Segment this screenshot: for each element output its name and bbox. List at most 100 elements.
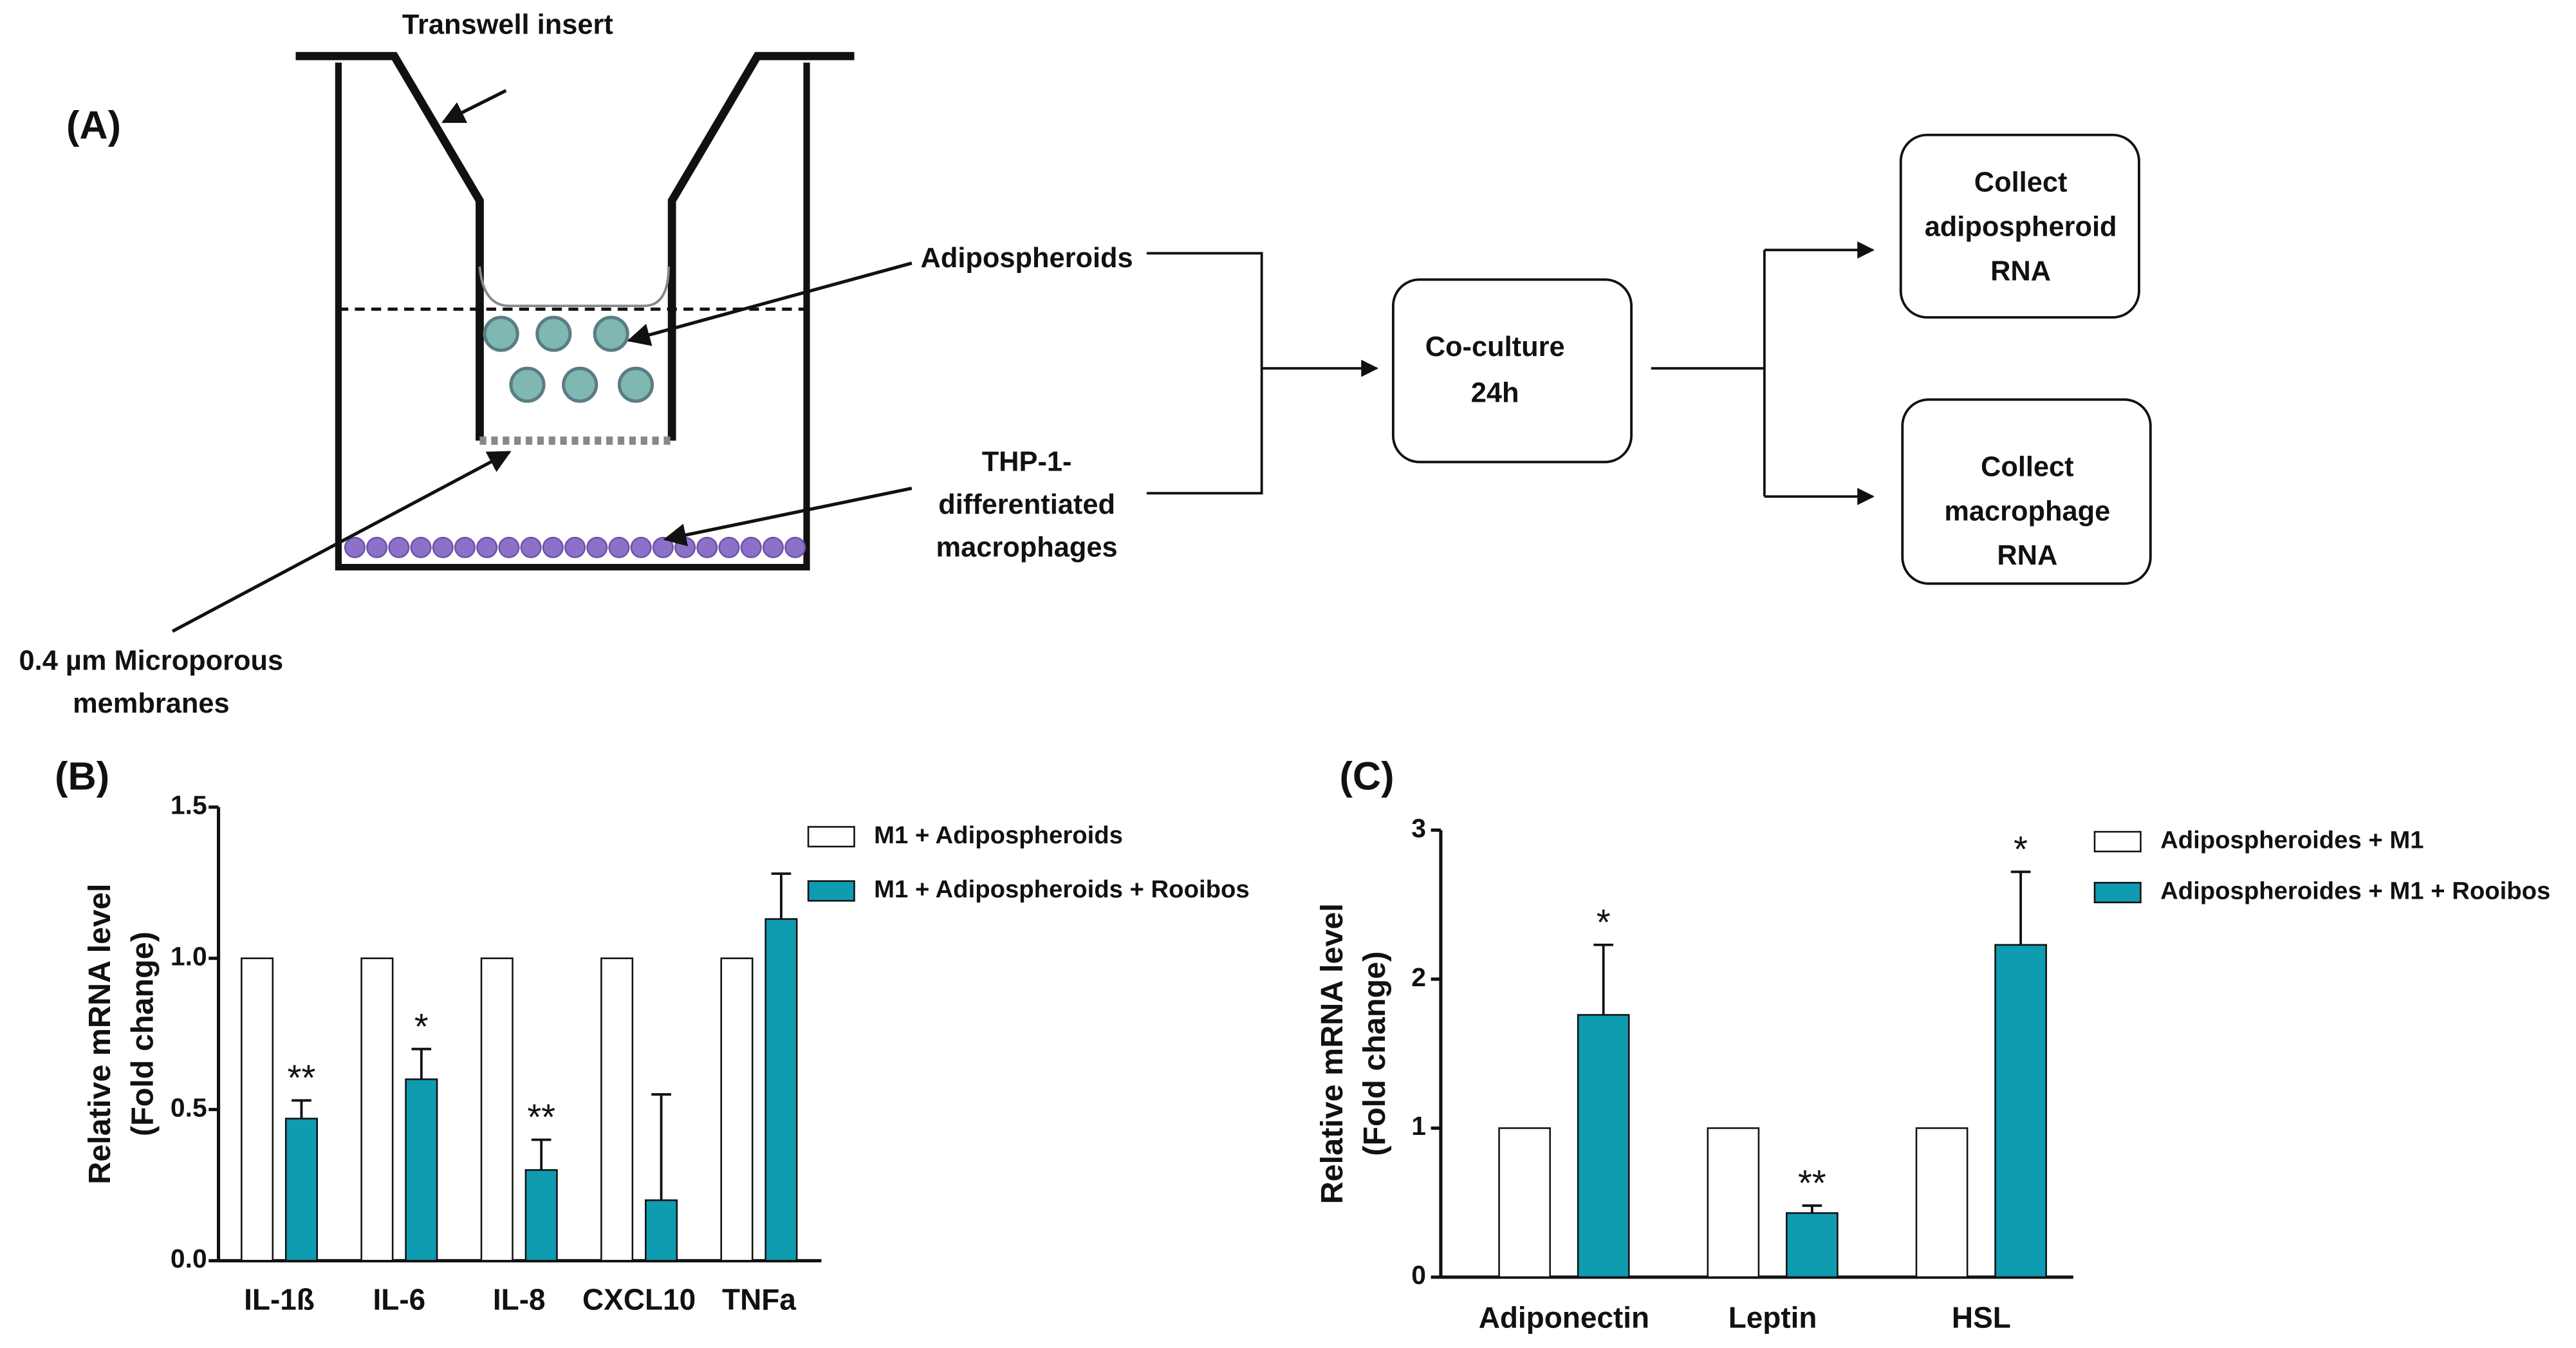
macrophage-cell bbox=[454, 536, 476, 559]
bar bbox=[1994, 944, 2047, 1278]
x-tick-label: IL-1ß bbox=[244, 1282, 315, 1316]
macrophage-cell bbox=[696, 536, 718, 559]
legend-swatch bbox=[807, 880, 855, 902]
macrophage-cell bbox=[718, 536, 740, 559]
error-bar bbox=[1593, 943, 1613, 1015]
macrophage-cell bbox=[432, 536, 454, 559]
bar bbox=[1915, 1127, 1969, 1278]
x-tick-label: IL-8 bbox=[493, 1282, 546, 1316]
x-tick-label: Leptin bbox=[1728, 1300, 1817, 1334]
y-tick-label: 1.5 bbox=[171, 791, 207, 820]
bar bbox=[524, 1169, 558, 1262]
macrophage-cell bbox=[476, 536, 498, 559]
x-tick-label: IL-6 bbox=[373, 1282, 426, 1316]
box-label: RNA bbox=[1997, 540, 2057, 571]
macrophage-cell bbox=[564, 536, 586, 559]
bar bbox=[1498, 1127, 1551, 1278]
significance: ** bbox=[288, 1058, 316, 1098]
bar bbox=[720, 957, 754, 1262]
bar bbox=[241, 957, 274, 1262]
error-bar bbox=[292, 1099, 311, 1119]
legend-label: M1 + Adipospheroids bbox=[874, 821, 1123, 849]
bar bbox=[1786, 1212, 1839, 1278]
box-label: adipospheroid bbox=[1925, 212, 2117, 243]
legend-label: M1 + Adipospheroids + Rooibos bbox=[874, 875, 1250, 903]
y-tick-label: 0.0 bbox=[171, 1244, 207, 1273]
x-tick-label: HSL bbox=[1952, 1300, 2011, 1334]
macrophage-cell bbox=[762, 536, 784, 559]
significance: ** bbox=[527, 1097, 555, 1137]
macrophage-cell bbox=[674, 536, 696, 559]
transwell-drawing bbox=[171, 51, 913, 633]
bar bbox=[764, 918, 798, 1262]
panel-label: (C) bbox=[1340, 754, 1395, 798]
box-label: 24h bbox=[1471, 377, 1519, 408]
bar bbox=[360, 957, 394, 1262]
error-bar bbox=[1802, 1204, 1822, 1213]
diagram-label: THP-1- bbox=[982, 447, 1072, 478]
bar bbox=[405, 1078, 438, 1262]
box-label: macrophage bbox=[1944, 496, 2110, 527]
x-tick-label: TNFa bbox=[722, 1282, 796, 1316]
diagram-label: Adipospheroids bbox=[921, 243, 1133, 274]
panel-label: (B) bbox=[55, 754, 109, 798]
error-bar bbox=[2010, 870, 2031, 945]
y-tick-label: 3 bbox=[1411, 813, 1426, 843]
macrophage-cell bbox=[498, 536, 520, 559]
flow-lines bbox=[1146, 133, 2152, 585]
box-label: Co-culture bbox=[1425, 332, 1565, 362]
macrophage-cell bbox=[652, 536, 674, 559]
box-label: Collect bbox=[1974, 167, 2068, 198]
y-tick-label: 2 bbox=[1411, 962, 1426, 992]
bar bbox=[480, 957, 514, 1262]
y-tick-label: 0 bbox=[1411, 1260, 1426, 1290]
x-tick-label: Adiponectin bbox=[1479, 1300, 1649, 1334]
panel-label: (A) bbox=[66, 104, 121, 147]
diagram-label: 0.4 µm Microporous bbox=[19, 646, 284, 677]
y-tick-label: 0.5 bbox=[171, 1092, 207, 1122]
x-tick-label: CXCL10 bbox=[582, 1282, 696, 1316]
bar bbox=[1577, 1014, 1630, 1278]
legend-label: Adipospheroides + M1 bbox=[2160, 827, 2423, 854]
y-axis-label: Relative mRNA level bbox=[82, 883, 117, 1184]
bar bbox=[645, 1199, 678, 1262]
macrophage-cell bbox=[542, 536, 564, 559]
macrophage-cell bbox=[366, 536, 388, 559]
bar bbox=[600, 957, 634, 1262]
macrophage-cell bbox=[784, 536, 806, 559]
diagram-label: macrophages bbox=[936, 532, 1118, 563]
y-axis-label: (Fold change) bbox=[125, 931, 160, 1136]
macrophage-cell bbox=[410, 536, 432, 559]
macrophage-cell bbox=[344, 536, 366, 559]
diagram-label: differentiated bbox=[938, 489, 1115, 520]
error-bar bbox=[651, 1093, 671, 1201]
significance: * bbox=[414, 1006, 429, 1047]
y-tick-label: 1.0 bbox=[171, 941, 207, 971]
legend-swatch bbox=[2093, 881, 2142, 904]
y-axis-label: Relative mRNA level bbox=[1315, 903, 1349, 1204]
significance: * bbox=[2014, 829, 2028, 870]
macrophage-cell bbox=[740, 536, 762, 559]
significance: * bbox=[1597, 902, 1611, 942]
diagram-label: membranes bbox=[73, 688, 230, 719]
macrophage-cell bbox=[388, 536, 410, 559]
error-bar bbox=[411, 1047, 432, 1080]
bar bbox=[1707, 1127, 1760, 1278]
bar bbox=[284, 1118, 318, 1262]
significance: ** bbox=[1798, 1163, 1826, 1203]
macrophage-cell bbox=[630, 536, 652, 559]
box-label: Collect bbox=[1981, 451, 2074, 482]
diagram-label: Transwell insert bbox=[402, 10, 613, 41]
error-bar bbox=[771, 872, 792, 919]
legend-swatch bbox=[2093, 830, 2142, 852]
legend-label: Adipospheroides + M1 + Rooibos bbox=[2160, 877, 2550, 905]
macrophage-cell bbox=[586, 536, 608, 559]
legend-swatch bbox=[807, 826, 855, 848]
y-tick-label: 1 bbox=[1411, 1111, 1426, 1141]
error-bar bbox=[531, 1138, 551, 1170]
y-axis-label: (Fold change) bbox=[1357, 951, 1392, 1156]
box-label: RNA bbox=[1990, 256, 2051, 287]
macrophage-cell bbox=[520, 536, 542, 559]
